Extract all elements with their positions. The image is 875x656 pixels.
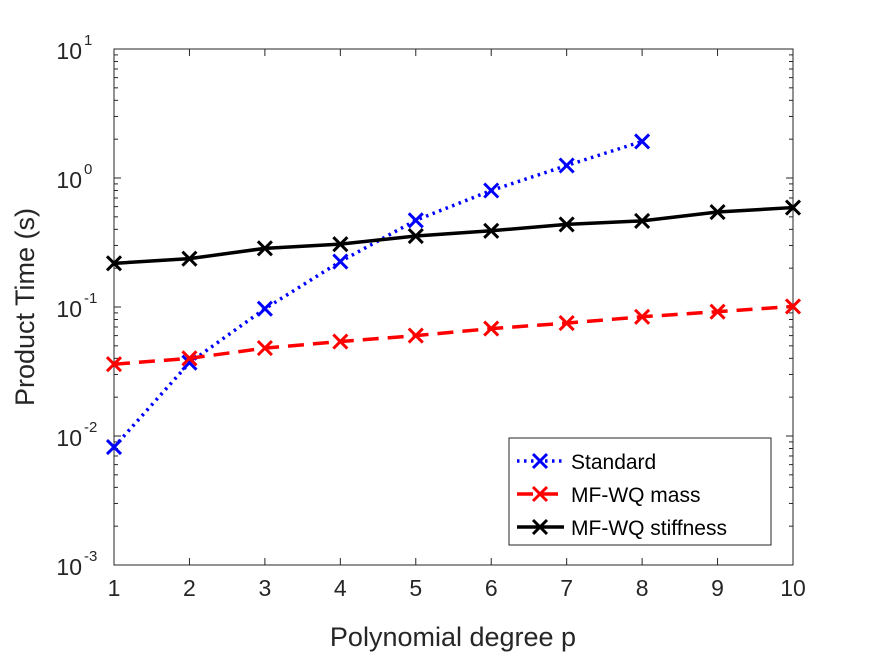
data-point xyxy=(634,133,651,150)
y-tick-label-1e-3: 10 xyxy=(56,554,82,580)
data-point xyxy=(256,300,273,317)
series-group xyxy=(105,133,802,456)
x-axis-label: Polynomial degree p xyxy=(330,622,576,652)
data-point xyxy=(483,222,500,239)
y-tick-exponent-1e-2: -2 xyxy=(84,419,97,436)
x-tick-label-5: 5 xyxy=(409,575,422,601)
legend-marker xyxy=(531,452,549,470)
x-tick-label-2: 2 xyxy=(183,575,196,601)
y-axis-label: Product Time (s) xyxy=(10,208,40,406)
x-tick-label-6: 6 xyxy=(485,575,498,601)
x-tick-label-7: 7 xyxy=(560,575,573,601)
legend-marker xyxy=(531,518,549,536)
y-tick-exponent-1e-3: -3 xyxy=(84,548,97,565)
data-point xyxy=(256,340,273,357)
data-point xyxy=(181,350,198,367)
data-point xyxy=(407,212,424,229)
y-tick-exponent-1e-1: -1 xyxy=(84,290,97,307)
y-tick-label-1e-1: 10 xyxy=(56,296,82,322)
data-point xyxy=(181,250,198,267)
x-tick-label-3: 3 xyxy=(258,575,271,601)
data-point xyxy=(105,356,123,373)
data-point xyxy=(558,216,575,233)
data-point xyxy=(407,227,424,245)
y-tick-exponent-1e0: 0 xyxy=(84,161,92,178)
legend: Standard MF-WQ mass MF-WQ stiffness xyxy=(508,437,772,546)
y-tick-label-1e-2: 10 xyxy=(56,425,82,451)
legend-item-mf-wq-mass: MF-WQ mass xyxy=(517,484,700,507)
legend-item-mf-wq-stiffness: MF-WQ stiffness xyxy=(517,517,727,540)
x-tick-label-4: 4 xyxy=(334,575,347,601)
data-point xyxy=(709,303,726,320)
data-point xyxy=(407,327,424,344)
data-point xyxy=(558,157,575,174)
legend-label: MF-WQ mass xyxy=(571,484,700,507)
x-tick-label-8: 8 xyxy=(636,575,649,601)
data-point xyxy=(332,333,349,350)
data-point xyxy=(634,212,651,229)
x-tick-label-9: 9 xyxy=(711,575,724,601)
series-mf-wq-stiffness xyxy=(105,199,802,272)
data-point xyxy=(483,182,500,199)
x-tick-label-10: 10 xyxy=(780,575,806,601)
series-line xyxy=(113,304,794,366)
series-mf-wq-mass xyxy=(105,298,802,373)
data-point xyxy=(784,298,802,315)
y-tick-label-1e0: 10 xyxy=(56,167,82,193)
data-point xyxy=(332,236,349,253)
data-point xyxy=(105,255,123,272)
legend-marker xyxy=(531,485,549,503)
y-tick-exponent-1e1: 1 xyxy=(84,32,92,49)
data-point xyxy=(483,320,500,337)
series-line xyxy=(113,205,794,266)
data-point xyxy=(634,308,651,325)
y-tick-label-1e1: 10 xyxy=(56,38,82,64)
data-point xyxy=(558,315,575,332)
legend-label: MF-WQ stiffness xyxy=(571,517,727,540)
data-point xyxy=(784,199,802,216)
legend-label: Standard xyxy=(571,451,656,474)
data-point xyxy=(709,203,726,221)
data-point xyxy=(256,240,273,257)
data-point xyxy=(332,253,349,270)
legend-item-standard: Standard xyxy=(517,451,656,474)
data-point xyxy=(105,439,123,456)
x-tick-label-1: 1 xyxy=(108,575,121,601)
